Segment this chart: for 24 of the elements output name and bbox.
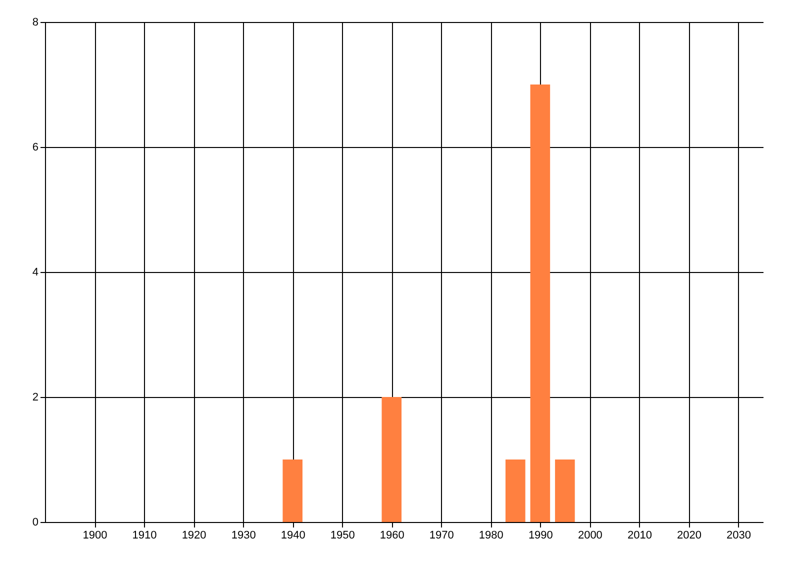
- bar: [282, 460, 302, 522]
- bar: [382, 397, 402, 522]
- x-tick-label: 1970: [429, 530, 454, 542]
- bar: [530, 84, 550, 522]
- x-tick-label: 1920: [182, 530, 206, 542]
- bar: [506, 460, 526, 522]
- bar: [555, 460, 575, 522]
- x-tick-label: 2030: [726, 530, 751, 542]
- x-tick-label: 1960: [380, 530, 404, 542]
- x-tick-label: 1900: [82, 530, 108, 542]
- x-tick-label: 1990: [528, 530, 553, 542]
- x-tick-label: 2010: [627, 530, 652, 542]
- x-tick-label: 1910: [132, 530, 157, 542]
- x-tick-label: 2000: [578, 530, 602, 542]
- x-tick-label: 2020: [676, 530, 702, 542]
- y-tick-label: 8: [32, 16, 38, 28]
- x-tick-label: 1980: [478, 530, 504, 542]
- x-tick-label: 1950: [330, 530, 355, 542]
- y-tick-label: 6: [32, 142, 38, 154]
- y-tick-label: 0: [32, 516, 38, 528]
- y-tick-label: 4: [32, 266, 38, 278]
- x-tick-label: 1930: [231, 530, 256, 542]
- x-tick-label: 1940: [280, 530, 306, 542]
- y-tick-label: 2: [32, 392, 38, 404]
